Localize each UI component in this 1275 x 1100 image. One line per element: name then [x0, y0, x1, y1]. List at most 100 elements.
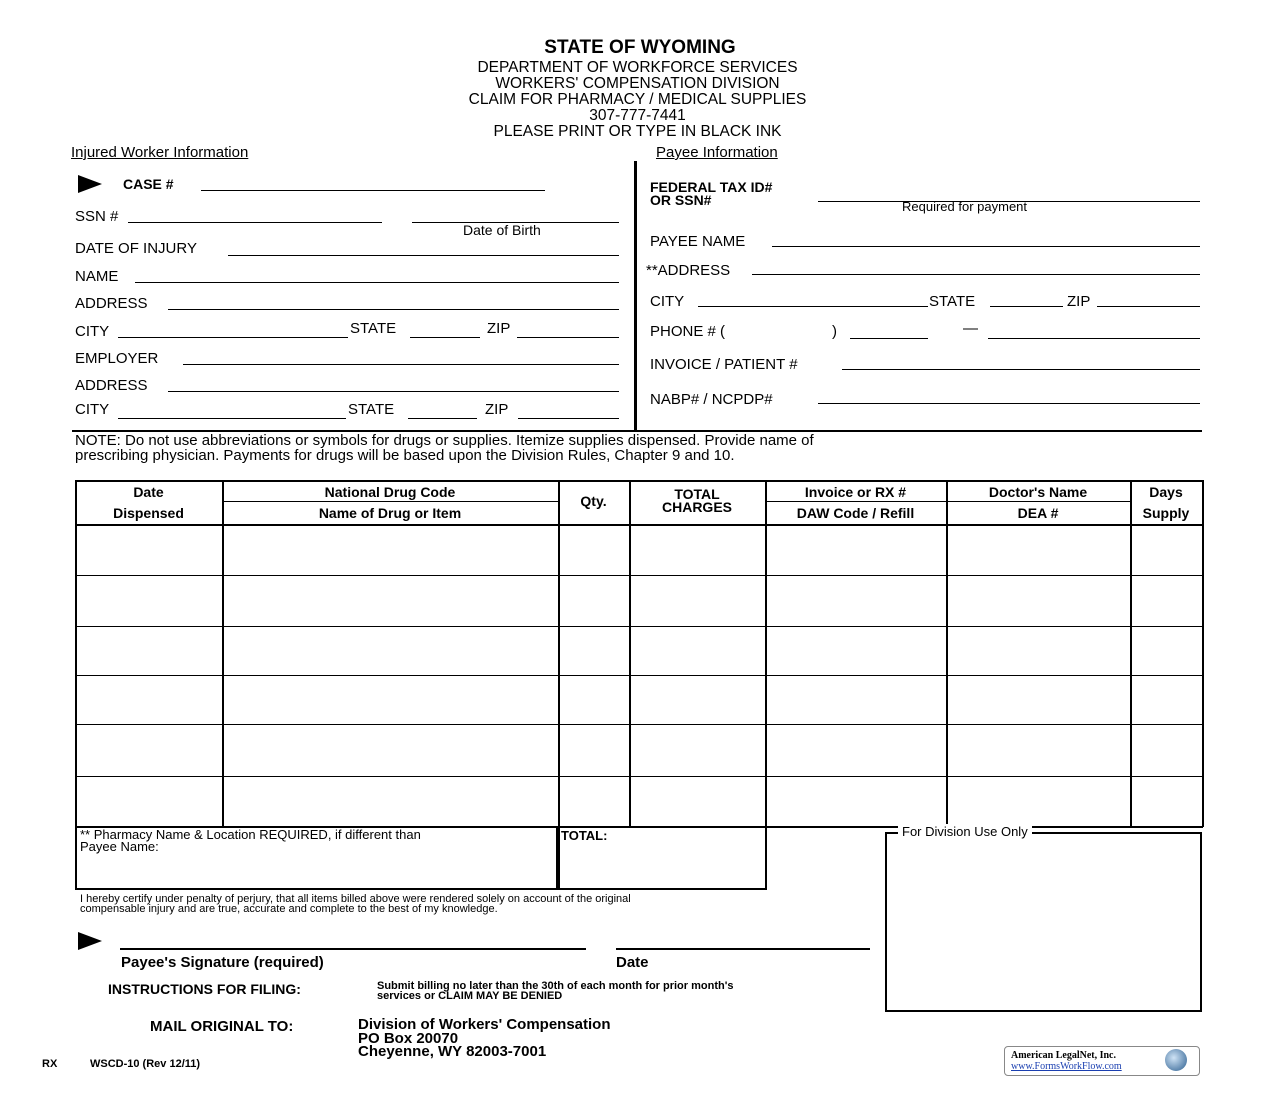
table-cell[interactable] [77, 677, 221, 723]
table-cell[interactable] [224, 628, 557, 674]
employer-city-field[interactable] [118, 418, 346, 419]
employer-zip-field[interactable] [518, 418, 619, 419]
table-cell[interactable] [77, 778, 221, 825]
table-cell[interactable] [948, 526, 1129, 574]
state-field[interactable] [410, 337, 480, 338]
payee-city-field[interactable] [698, 306, 928, 307]
note-text: NOTE: Do not use abbreviations or symbol… [75, 433, 814, 463]
payee-name-field[interactable] [772, 246, 1200, 247]
header-bottom: Dispensed [113, 505, 184, 521]
payee-name-label: PAYEE NAME [650, 233, 746, 250]
table-row-line [75, 776, 1203, 777]
case-field[interactable] [201, 190, 545, 191]
nabp-field[interactable] [818, 403, 1200, 404]
table-cell[interactable] [77, 726, 221, 775]
employer-address-field[interactable] [168, 391, 619, 392]
table-cell[interactable] [560, 778, 628, 825]
table-cell[interactable] [224, 577, 557, 625]
table-cell[interactable] [224, 677, 557, 723]
employer-field[interactable] [183, 364, 619, 365]
signature-field[interactable] [120, 948, 586, 950]
table-cell[interactable] [948, 726, 1129, 775]
table-cell[interactable] [77, 628, 221, 674]
table-cell[interactable] [1132, 577, 1201, 625]
employer-state-field[interactable] [408, 418, 477, 419]
table-column-line [765, 480, 767, 827]
claim-type-line: CLAIM FOR PHARMACY / MEDICAL SUPPLIES [468, 91, 807, 108]
phone-line-field[interactable] [988, 338, 1200, 339]
table-cell[interactable] [77, 526, 221, 574]
tax-id-field[interactable] [818, 201, 1200, 202]
tax-id-label: FEDERAL TAX ID# OR SSN# [650, 179, 773, 207]
table-cell[interactable] [631, 677, 764, 723]
table-cell[interactable] [767, 726, 945, 775]
table-cell[interactable] [560, 726, 628, 775]
table-cell[interactable] [767, 677, 945, 723]
table-cell[interactable] [767, 778, 945, 825]
table-cell[interactable] [1132, 628, 1201, 674]
table-column-line [222, 480, 224, 827]
table-cell[interactable] [767, 526, 945, 574]
table-cell[interactable] [224, 526, 557, 574]
header-sub-line [765, 501, 946, 502]
table-cell[interactable] [224, 726, 557, 775]
header-top: Days [1149, 484, 1183, 500]
zip-field[interactable] [517, 337, 619, 338]
table-cell[interactable] [1132, 526, 1201, 574]
payee-zip-field[interactable] [1097, 306, 1200, 307]
table-cell[interactable] [631, 628, 764, 674]
instructions-line2: services or CLAIM MAY BE DENIED [377, 990, 563, 1002]
table-cell[interactable] [1132, 677, 1201, 723]
table-cell[interactable] [560, 577, 628, 625]
name-field[interactable] [135, 282, 619, 283]
dob-field[interactable] [412, 222, 619, 223]
division-use-label: For Division Use Only [898, 824, 1032, 839]
header-top: National Drug Code [324, 484, 456, 500]
table-cell[interactable] [948, 778, 1129, 825]
table-cell[interactable] [1132, 778, 1201, 825]
payee-address-field[interactable] [752, 274, 1200, 275]
instructions-text: Submit billing no later than the 30th of… [377, 981, 733, 1002]
table-cell[interactable] [631, 778, 764, 825]
table-cell[interactable] [560, 677, 628, 723]
payee-state-field[interactable] [990, 306, 1063, 307]
logo-company: American LegalNet, Inc. [1011, 1050, 1116, 1061]
phone-label: PHONE # ( [650, 323, 726, 340]
table-cell[interactable] [948, 577, 1129, 625]
city-field[interactable] [118, 337, 348, 338]
phone-prefix-field[interactable] [850, 338, 928, 339]
invoice-field[interactable] [842, 369, 1200, 370]
table-cell[interactable] [631, 577, 764, 625]
table-cell[interactable] [948, 677, 1129, 723]
signature-date-label: Date [616, 954, 649, 971]
signature-date-field[interactable] [616, 948, 870, 950]
table-cell[interactable] [224, 778, 557, 825]
ssn-field[interactable] [128, 222, 382, 223]
table-cell[interactable] [948, 628, 1129, 674]
header-sub-line [222, 501, 558, 502]
table-cell[interactable] [77, 577, 221, 625]
note-line2: prescribing physician. Payments for drug… [75, 447, 735, 464]
mail-address: Division of Workers' Compensation PO Box… [358, 1017, 611, 1058]
total-box[interactable] [556, 826, 767, 890]
header-total-charges: TOTAL CHARGES [629, 487, 765, 514]
table-cell[interactable] [767, 577, 945, 625]
total-label: TOTAL: [561, 828, 608, 843]
table-cell[interactable] [631, 726, 764, 775]
logo-url[interactable]: www.FormsWorkFlow.com [1011, 1061, 1122, 1072]
table-row-line [75, 575, 1203, 576]
section-divider [634, 161, 637, 431]
tax-id-label-line1: FEDERAL TAX ID# [650, 179, 773, 195]
header-top: Doctor's Name [988, 484, 1088, 500]
table-column-line [1202, 480, 1204, 827]
table-cell[interactable] [560, 628, 628, 674]
table-cell[interactable] [631, 526, 764, 574]
pharmacy-box[interactable] [75, 826, 560, 890]
table-cell[interactable] [1132, 726, 1201, 775]
pharmacy-note-line1: ** Pharmacy Name & Location REQUIRED, if… [80, 827, 421, 842]
table-column-line [1130, 480, 1132, 827]
address-field[interactable] [168, 309, 619, 310]
table-cell[interactable] [767, 628, 945, 674]
table-cell[interactable] [560, 526, 628, 574]
date-of-injury-field[interactable] [228, 255, 619, 256]
